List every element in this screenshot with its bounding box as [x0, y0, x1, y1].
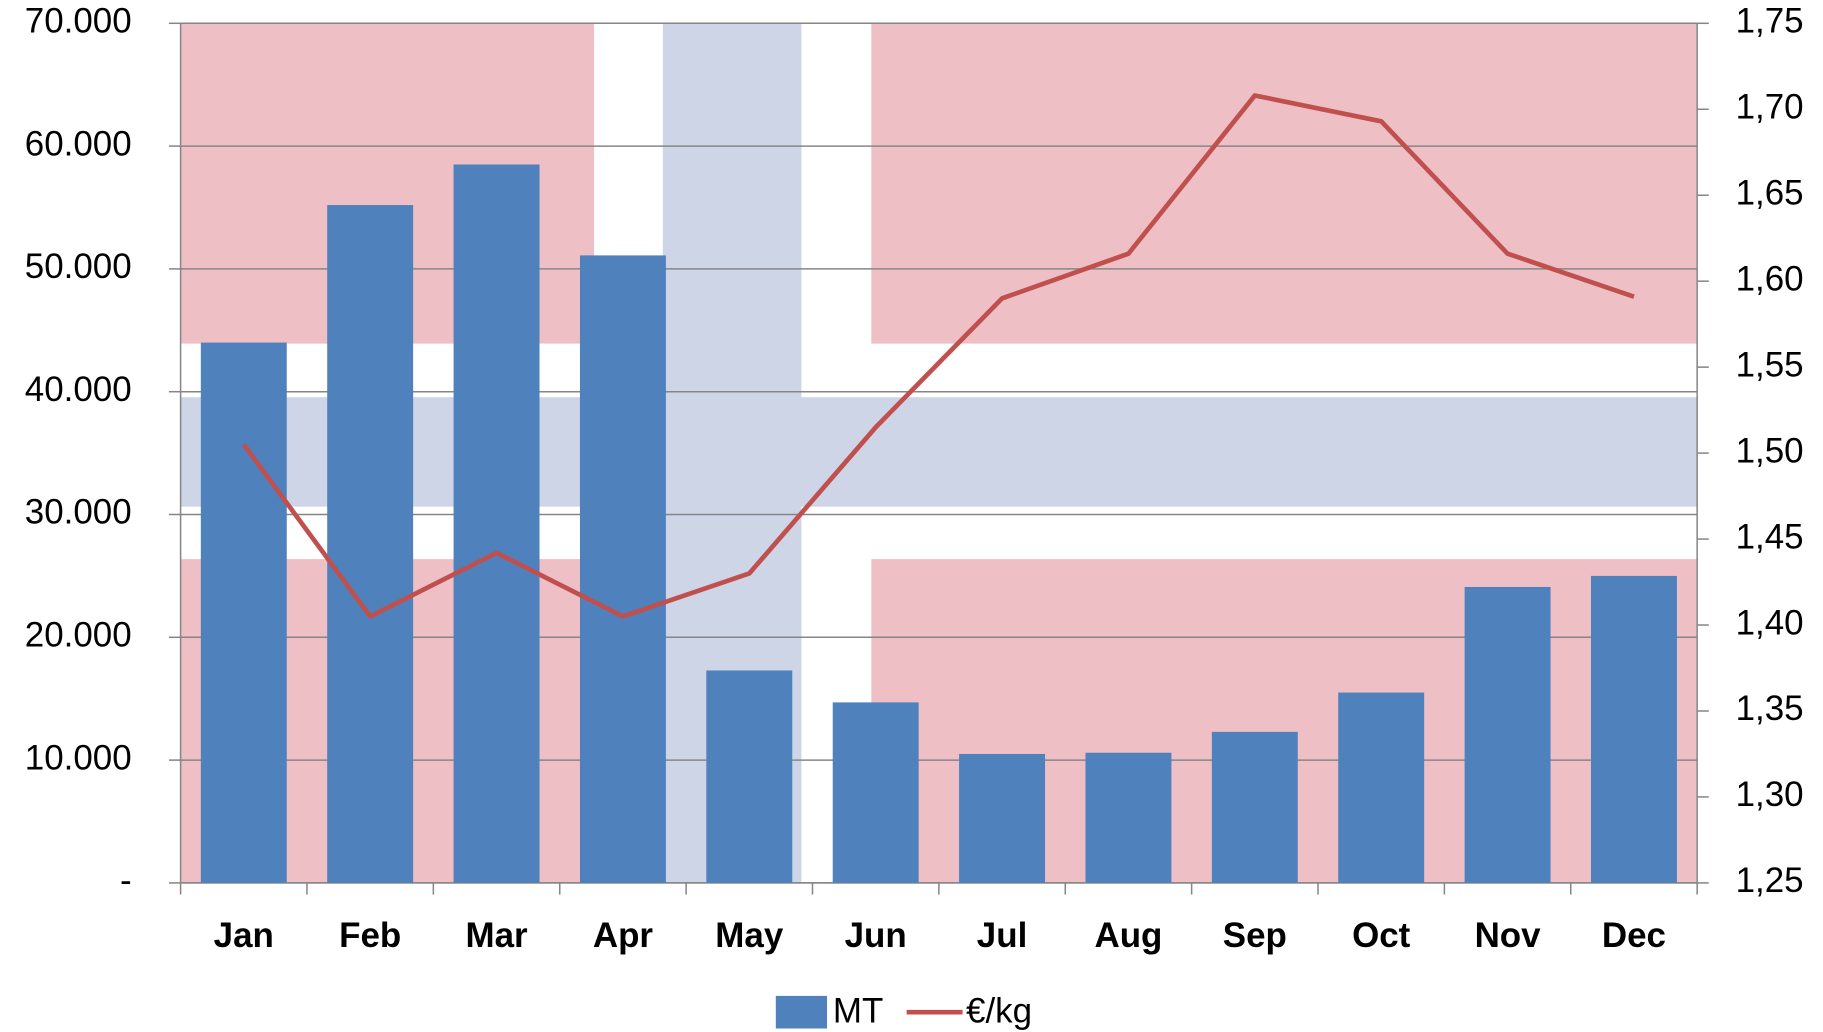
- y-tick-label: 60.000: [25, 124, 132, 163]
- y2-tick-label: 1,60: [1736, 259, 1804, 298]
- y2-tick-label: 1,45: [1736, 517, 1804, 556]
- y2-tick-label: 1,55: [1736, 345, 1804, 384]
- y2-tick-label: 1,70: [1736, 87, 1804, 126]
- x-tick-label: Dec: [1602, 916, 1666, 955]
- x-tick-label: Mar: [465, 916, 528, 955]
- y2-tick-label: 1,50: [1736, 431, 1804, 470]
- bar: [1211, 731, 1298, 883]
- y2-tick-label: 1,65: [1736, 173, 1804, 212]
- y-tick-label: 10.000: [25, 738, 132, 777]
- bar: [1085, 752, 1172, 883]
- bar: [453, 164, 540, 883]
- x-tick-label: Aug: [1094, 916, 1162, 955]
- x-tick-label: Feb: [339, 916, 401, 955]
- y2-tick-label: 1,40: [1736, 603, 1804, 642]
- x-tick-label: Jan: [214, 916, 274, 955]
- x-tick-label: Apr: [593, 916, 654, 955]
- bar: [1590, 575, 1677, 883]
- x-tick-label: Nov: [1475, 916, 1542, 955]
- x-tick-label: Sep: [1223, 916, 1287, 955]
- x-tick-label: May: [715, 916, 784, 955]
- x-tick-label: Jun: [845, 916, 907, 955]
- y-tick-label: 20.000: [25, 616, 132, 655]
- x-tick-label: Oct: [1352, 916, 1411, 955]
- bar: [579, 255, 666, 883]
- line: [241, 93, 1635, 619]
- legend-label: MT: [833, 992, 883, 1031]
- bar: [706, 670, 793, 883]
- legend-swatch: [775, 995, 828, 1029]
- y2-tick-label: 1,30: [1736, 775, 1804, 814]
- bar: [1464, 586, 1551, 883]
- y-tick-label: 70.000: [25, 2, 132, 41]
- bar: [327, 205, 414, 883]
- y-tick-label: 30.000: [25, 493, 132, 532]
- y2-tick-label: 1,35: [1736, 689, 1804, 728]
- y-tick-label: -: [120, 861, 132, 900]
- bar: [832, 702, 919, 883]
- x-tick-label: Jul: [977, 916, 1027, 955]
- y-tick-label: 50.000: [25, 247, 132, 286]
- y2-tick-label: 1,25: [1736, 861, 1804, 900]
- legend-label: €/kg: [966, 992, 1032, 1031]
- bar: [959, 753, 1046, 883]
- y-tick-label: 40.000: [25, 370, 132, 409]
- bar: [200, 342, 287, 883]
- bar: [1338, 692, 1425, 883]
- y2-tick-label: 1,75: [1736, 2, 1804, 41]
